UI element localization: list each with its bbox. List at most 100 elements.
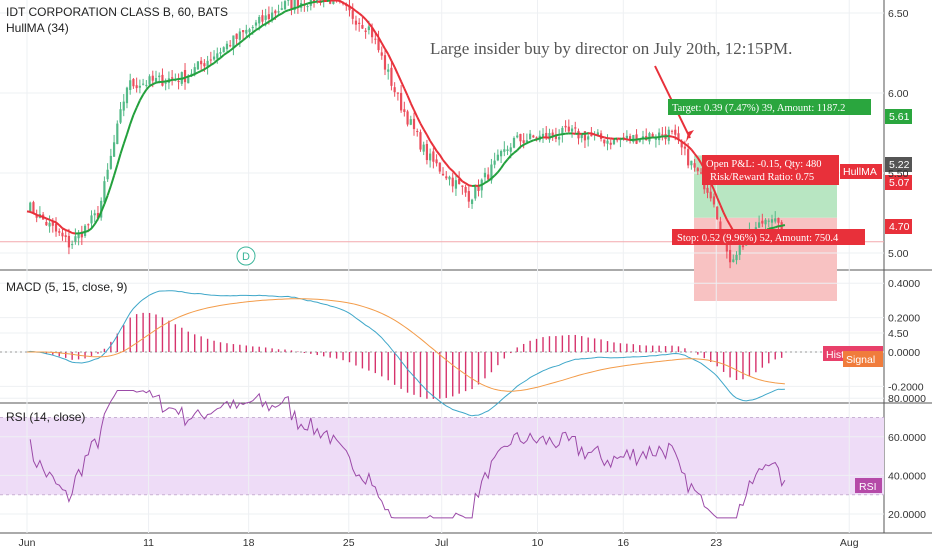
hullma-line bbox=[527, 142, 530, 143]
candle-body bbox=[693, 163, 695, 167]
open-pnl-label: Open P&L: -0.15, Qty: 480 bbox=[706, 159, 822, 170]
hullma-line bbox=[27, 211, 30, 212]
hullma-line bbox=[640, 138, 643, 139]
price-tick-label: 6.00 bbox=[888, 88, 909, 100]
hullma-line bbox=[311, 2, 314, 3]
signal-line bbox=[27, 299, 785, 392]
candle-body bbox=[116, 124, 118, 144]
candle-body bbox=[729, 250, 731, 262]
candle-body bbox=[274, 11, 276, 14]
x-tick-label: Jun bbox=[19, 537, 36, 549]
macd-tick-label: 0.2000 bbox=[888, 313, 920, 325]
candle-body bbox=[229, 45, 231, 46]
hullma-line bbox=[50, 220, 53, 221]
hullma-line bbox=[772, 227, 775, 228]
candle-body bbox=[358, 23, 360, 24]
candle-body bbox=[697, 168, 699, 171]
hullma-line bbox=[420, 124, 423, 130]
candle-body bbox=[268, 14, 270, 19]
hullma-line bbox=[398, 74, 401, 81]
candle-body bbox=[410, 119, 412, 125]
x-tick-label: Aug bbox=[840, 537, 859, 549]
candle-body bbox=[152, 76, 154, 81]
candle-body bbox=[261, 15, 263, 21]
hullma-line bbox=[572, 133, 575, 134]
hullma-line bbox=[185, 76, 188, 77]
candle-body bbox=[365, 31, 367, 32]
candle-body bbox=[700, 172, 702, 173]
x-tick-label: 25 bbox=[343, 537, 355, 549]
candle-body bbox=[252, 27, 254, 28]
x-tick-label: 10 bbox=[532, 537, 544, 549]
candle-body bbox=[242, 30, 244, 32]
candle-body bbox=[397, 92, 399, 93]
candle-body bbox=[374, 39, 376, 40]
hullma-line bbox=[408, 96, 411, 104]
candle-body bbox=[226, 44, 228, 49]
candle-body bbox=[223, 47, 225, 52]
hullma-line bbox=[175, 79, 178, 80]
candle-body bbox=[255, 22, 257, 25]
hullma-line bbox=[669, 136, 672, 137]
candle-body bbox=[416, 131, 418, 132]
x-tick-label: 16 bbox=[617, 537, 629, 549]
hullma-line bbox=[775, 226, 778, 227]
candle-body bbox=[29, 203, 31, 212]
candle-body bbox=[519, 134, 521, 141]
candle-body bbox=[65, 235, 67, 237]
hullma-line bbox=[366, 19, 369, 23]
hullma-line bbox=[53, 221, 56, 222]
candle-body bbox=[368, 27, 370, 31]
candle-body bbox=[764, 220, 766, 225]
hullma-line bbox=[140, 95, 143, 101]
candle-body bbox=[671, 131, 673, 132]
candle-body bbox=[568, 127, 570, 132]
candle-body bbox=[435, 159, 437, 163]
hullma-line bbox=[462, 181, 465, 183]
candle-body bbox=[155, 78, 157, 82]
candle-body bbox=[68, 236, 70, 247]
candle-body bbox=[419, 132, 421, 149]
hullma-line bbox=[782, 225, 785, 226]
candle-body bbox=[442, 174, 444, 175]
candle-body bbox=[768, 221, 770, 222]
candle-body bbox=[306, 6, 308, 7]
hullma-line bbox=[156, 82, 159, 83]
candle-body bbox=[516, 136, 518, 138]
hullma-line bbox=[308, 3, 311, 4]
hullma-line bbox=[556, 135, 559, 136]
hullma-line bbox=[440, 155, 443, 160]
svg-text:RSI: RSI bbox=[859, 481, 877, 493]
candle-body bbox=[258, 17, 260, 23]
candle-body bbox=[71, 244, 73, 245]
hullma-line bbox=[430, 141, 433, 146]
hullma-line bbox=[637, 139, 640, 140]
candle-body bbox=[94, 213, 96, 215]
rsi-legend: RSI (14, close) bbox=[6, 410, 85, 424]
candle-body bbox=[390, 68, 392, 86]
macd-tick-label: -0.2000 bbox=[888, 381, 924, 393]
candle-body bbox=[455, 180, 457, 189]
hullma-line bbox=[388, 54, 391, 61]
hullma-line bbox=[498, 168, 501, 172]
candle-body bbox=[706, 188, 708, 193]
hullma-line bbox=[114, 165, 117, 176]
candle-body bbox=[216, 53, 218, 58]
candle-body bbox=[432, 151, 434, 161]
candle-body bbox=[355, 21, 357, 25]
x-tick-label: 23 bbox=[710, 537, 722, 549]
candle-body bbox=[129, 80, 131, 90]
hullma-line bbox=[320, 1, 323, 2]
insider-annotation: Large insider buy by director on July 20… bbox=[430, 39, 792, 58]
hullma-line bbox=[198, 71, 201, 72]
rsi-tick-label: 60.0000 bbox=[888, 432, 926, 444]
candle-body bbox=[487, 174, 489, 179]
hullma-line bbox=[153, 83, 156, 84]
candle-body bbox=[742, 245, 744, 247]
hullma-line bbox=[508, 156, 511, 160]
hullma-line bbox=[37, 215, 40, 216]
macd-line bbox=[27, 291, 785, 416]
candle-body bbox=[281, 8, 283, 10]
hullma-line bbox=[537, 138, 540, 139]
